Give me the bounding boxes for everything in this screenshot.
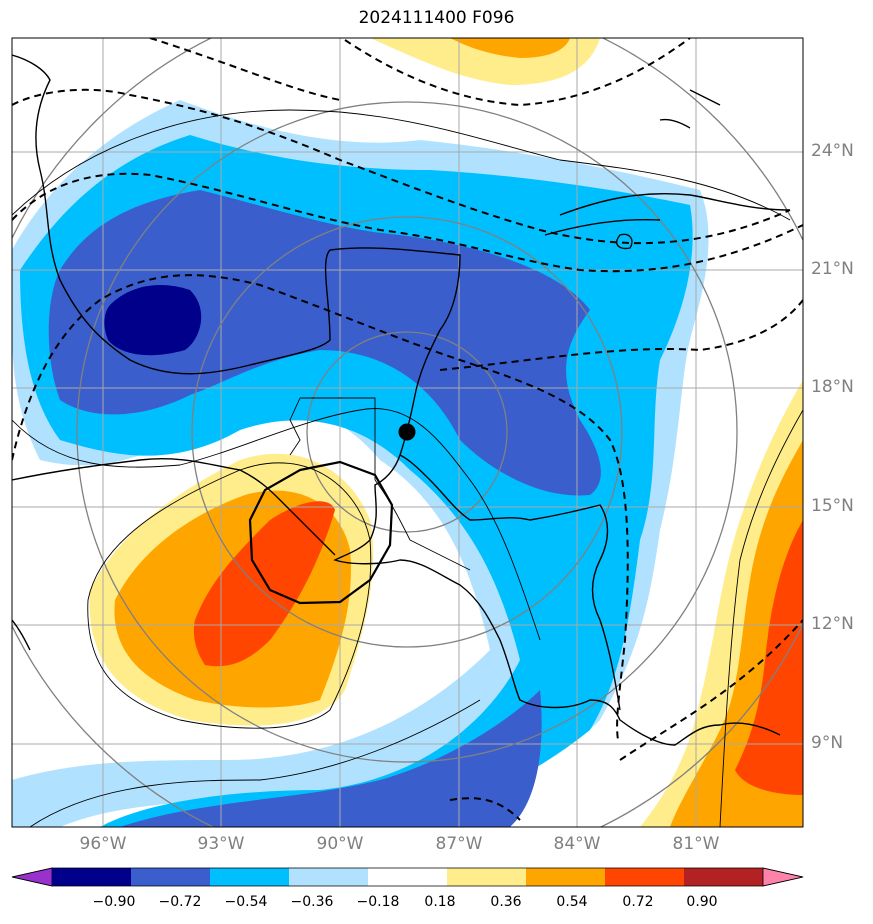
colorbar-tick: 0.54 <box>556 894 588 910</box>
colorbar-bin <box>210 868 290 886</box>
lat-label-15n: 15°N <box>811 496 854 516</box>
colorbar-extend-low <box>11 867 53 887</box>
anomaly-neg-054 <box>48 190 601 496</box>
bold-outline <box>248 460 394 605</box>
colorbar-bin <box>368 868 448 886</box>
colorbar-tick: 0.90 <box>686 894 718 910</box>
colorbar-outline <box>11 867 804 887</box>
colorbar-bin <box>289 868 369 886</box>
colorbar-tick: −0.72 <box>158 894 202 910</box>
anomaly-neg-054-south <box>120 690 542 827</box>
colorbar-extend-high <box>762 867 804 887</box>
anomaly-neg-072 <box>104 285 202 356</box>
lat-label-9n: 9°N <box>811 733 844 753</box>
lon-label-81w: 81°W <box>672 834 720 854</box>
colorbar-tick: 0.18 <box>424 894 456 910</box>
colorbar-tick: −0.90 <box>92 894 136 910</box>
colorbar-bin <box>526 868 606 886</box>
lon-label-90w: 90°W <box>316 834 364 854</box>
colorbar-bin <box>447 868 527 886</box>
colorbar-tick: −0.18 <box>356 894 400 910</box>
range-rings <box>12 38 803 827</box>
thin-contours <box>12 109 803 827</box>
anomaly-pos-east-054 <box>735 520 803 795</box>
borders <box>289 397 471 571</box>
colorbar-bin <box>131 868 211 886</box>
colorbar-tick: −0.36 <box>290 894 334 910</box>
graticule <box>12 38 803 827</box>
lat-label-12n: 12°N <box>811 614 854 634</box>
colorbar-tick: −0.54 <box>224 894 268 910</box>
storm-center-dot <box>398 423 416 441</box>
lat-label-24n: 24°N <box>811 141 854 161</box>
colorbar-tick: 0.36 <box>490 894 522 910</box>
lon-label-84w: 84°W <box>553 834 601 854</box>
colorbar-bin <box>52 868 132 886</box>
colorbar <box>11 867 804 887</box>
colorbar-bin <box>605 868 685 886</box>
colorbar-tick: 0.72 <box>622 894 654 910</box>
lat-label-18n: 18°N <box>811 377 854 397</box>
lon-label-87w: 87°W <box>435 834 483 854</box>
colorbar-bin <box>684 868 764 886</box>
anomaly-pos-top-036 <box>450 38 570 58</box>
lon-label-96w: 96°W <box>79 834 127 854</box>
lon-label-93w: 93°W <box>197 834 245 854</box>
lat-label-21n: 21°N <box>811 259 854 279</box>
dashed-contours <box>12 38 803 821</box>
map-title: 2024111400 F096 <box>358 8 515 28</box>
